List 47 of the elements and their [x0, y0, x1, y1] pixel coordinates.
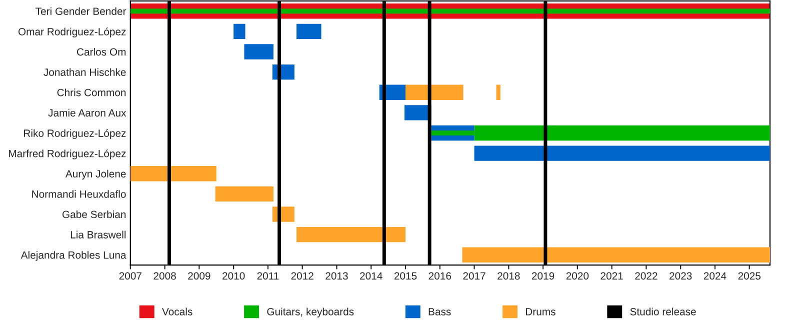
y-tick-label: Normandi Heuxdaflo [32, 190, 126, 198]
bar [474, 146, 770, 161]
x-tick-label: 2021 [600, 272, 623, 280]
x-tick-label: 2019 [532, 272, 554, 280]
bar [462, 247, 770, 262]
x-tick-label: 2011 [257, 272, 279, 280]
bar [130, 166, 216, 182]
bar [215, 186, 274, 202]
y-tick-label: Teri Gender Bender [36, 7, 126, 16]
bar [296, 24, 322, 40]
bar [234, 24, 246, 40]
x-tick-label: 2008 [154, 272, 176, 280]
y-tick-label: Jonathan Hischke [44, 68, 126, 76]
y-tick-label: Riko Rodriguez-López [24, 129, 126, 139]
legend-label: Drums [526, 308, 556, 316]
x-tick-label: 2012 [291, 272, 314, 280]
y-tick-label: Chris Common [57, 88, 126, 96]
legend-label: Bass [428, 308, 451, 316]
legend-label: Guitars, keyboards [267, 308, 354, 318]
x-tick-label: 2024 [704, 272, 726, 280]
x-tick-label: 2014 [360, 272, 382, 280]
x-tick-label: 2013 [326, 272, 348, 280]
y-tick-label: Lia Braswell [70, 230, 126, 238]
x-tick-label: 2017 [463, 272, 486, 280]
x-tick-label: 2010 [222, 272, 245, 280]
legend-label: Vocals [162, 308, 192, 316]
x-tick-label: 2015 [394, 272, 417, 280]
x-tick-label: 2025 [738, 272, 761, 280]
x-tick-label: 2018 [498, 272, 520, 280]
x-tick-label: 2020 [566, 272, 589, 280]
x-tick-label: 2007 [119, 272, 142, 280]
y-tick-label: Marfred Rodriguez-López [8, 149, 126, 160]
bar [244, 44, 274, 60]
y-tick-label: Auryn Jolene [65, 170, 126, 180]
y-tick-label: Jamie Aaron Aux [48, 108, 126, 117]
bar [405, 84, 464, 100]
y-tick-label: Alejandra Robles Luna [20, 251, 126, 261]
bar [296, 226, 406, 242]
x-tick-label: 2023 [670, 272, 692, 280]
y-tick-label: Carlos Om [76, 48, 126, 56]
x-tick-label: 2016 [428, 272, 452, 280]
x-tick-label: 2022 [635, 272, 658, 280]
x-tick-label: 2009 [188, 272, 210, 280]
bar [496, 84, 500, 100]
y-tick-label: Omar Rodriguez-López [18, 28, 126, 38]
legend-label: Studio release [630, 308, 696, 316]
y-tick-label: Gabe Serbian [62, 210, 126, 218]
